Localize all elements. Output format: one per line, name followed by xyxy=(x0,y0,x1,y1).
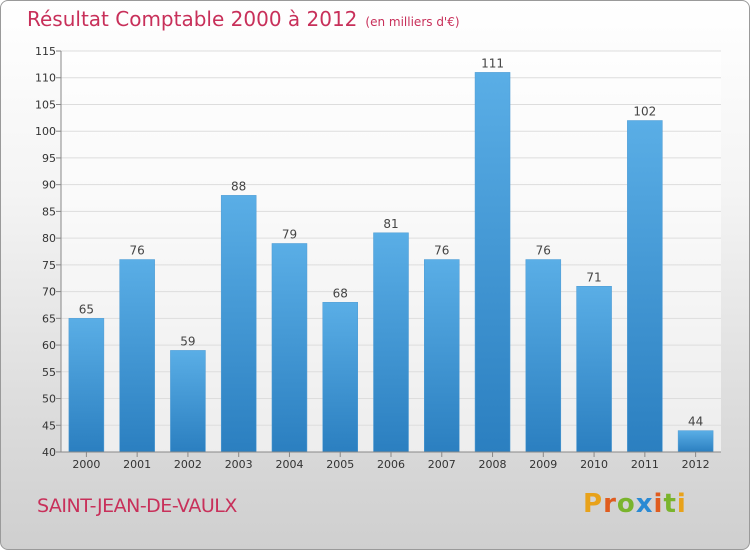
bar-2008[interactable] xyxy=(474,72,511,453)
x-tick-label: 2004 xyxy=(275,458,303,471)
proxiti-logo[interactable]: Proxiti xyxy=(583,489,687,519)
x-tick-label: 2006 xyxy=(377,458,405,471)
y-tick-label: 115 xyxy=(35,45,56,58)
bar-2007[interactable] xyxy=(424,259,460,453)
y-tick-label: 75 xyxy=(42,259,56,272)
bar-2003[interactable] xyxy=(220,195,257,453)
data-label: 76 xyxy=(130,244,145,258)
data-label: 76 xyxy=(536,244,551,258)
y-tick-label: 55 xyxy=(42,366,56,379)
bar-2002[interactable] xyxy=(170,350,206,453)
y-tick-label: 80 xyxy=(42,232,56,245)
logo-letter: r xyxy=(603,489,617,519)
x-tick-label: 2009 xyxy=(529,458,557,471)
x-tick-label: 2005 xyxy=(326,458,354,471)
data-label: 111 xyxy=(481,56,504,70)
y-tick-label: 60 xyxy=(42,339,56,352)
data-label: 59 xyxy=(180,334,195,348)
y-tick-label: 90 xyxy=(42,179,56,192)
chart-subtitle: (en milliers d'€) xyxy=(365,15,460,29)
y-tick-label: 100 xyxy=(35,125,56,138)
y-tick-label: 70 xyxy=(42,286,56,299)
bar-2010[interactable] xyxy=(576,286,612,453)
data-label: 44 xyxy=(688,415,703,429)
logo-letter: i xyxy=(676,489,687,519)
bar-2000[interactable] xyxy=(68,318,105,453)
x-tick-label: 2000 xyxy=(72,458,100,471)
x-tick-label: 2012 xyxy=(682,458,710,471)
y-tick-label: 105 xyxy=(35,98,56,111)
y-tick-label: 85 xyxy=(42,205,56,218)
chart-title-text: Résultat Comptable 2000 à 2012 xyxy=(27,7,358,31)
y-tick-label: 110 xyxy=(35,72,56,85)
x-tick-label: 2001 xyxy=(123,458,151,471)
data-label: 88 xyxy=(231,179,246,193)
x-tick-label: 2008 xyxy=(479,458,507,471)
data-label: 65 xyxy=(79,302,94,316)
bar-2006[interactable] xyxy=(373,232,409,453)
x-tick-label: 2002 xyxy=(174,458,202,471)
x-tick-label: 2007 xyxy=(428,458,456,471)
y-tick-label: 95 xyxy=(42,152,56,165)
y-tick-label: 45 xyxy=(42,419,56,432)
logo-letter: t xyxy=(663,489,677,519)
data-label: 76 xyxy=(434,244,449,258)
y-tick-label: 65 xyxy=(42,312,56,325)
data-label: 68 xyxy=(333,286,348,300)
y-tick-label: 50 xyxy=(42,393,56,406)
data-label: 71 xyxy=(586,270,601,284)
bar-2012[interactable] xyxy=(677,430,714,453)
town-name: SAINT-JEAN-DE-VAULX xyxy=(37,495,237,517)
bar-2009[interactable] xyxy=(525,259,562,453)
x-tick-label: 2011 xyxy=(631,458,659,471)
logo-letter: o xyxy=(616,489,636,519)
data-label: 102 xyxy=(633,105,656,119)
bar-2005[interactable] xyxy=(322,302,358,453)
x-tick-label: 2003 xyxy=(225,458,253,471)
x-tick-label: 2010 xyxy=(580,458,608,471)
bar-2001[interactable] xyxy=(119,259,155,453)
logo-letter: i xyxy=(653,489,664,519)
data-label: 81 xyxy=(383,217,398,231)
y-tick-label: 40 xyxy=(42,446,56,459)
bar-2004[interactable] xyxy=(271,243,308,453)
chart-title: Résultat Comptable 2000 à 2012 (en millie… xyxy=(27,7,460,31)
data-label: 79 xyxy=(282,227,297,241)
logo-letter: x xyxy=(635,489,654,519)
logo-letter: P xyxy=(583,489,604,519)
bar-2011[interactable] xyxy=(627,120,663,453)
